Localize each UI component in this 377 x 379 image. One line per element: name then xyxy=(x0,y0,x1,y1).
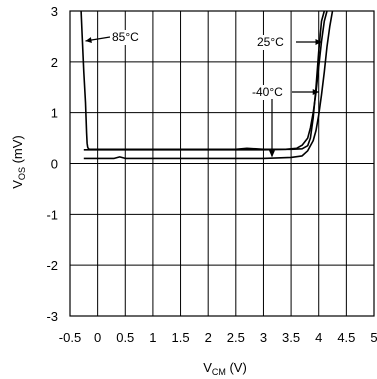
annotation-minus40c-label: -40°C xyxy=(252,85,283,99)
x-tick-label: 5 xyxy=(370,330,377,345)
annotation-minus40c-label-bg xyxy=(250,85,290,100)
y-axis-title: VOS (mV) xyxy=(10,135,27,188)
x-tick-label: -0.5 xyxy=(59,330,81,345)
x-tick-label: 4 xyxy=(315,330,322,345)
annotation-minus40c-down-arrowhead xyxy=(269,150,275,158)
x-tick-label: 2.5 xyxy=(227,330,245,345)
x-tick-label: 1.5 xyxy=(172,330,190,345)
y-tick-label: -1 xyxy=(46,207,58,222)
x-tick-label: 1 xyxy=(149,330,156,345)
y-tick-label: 1 xyxy=(51,106,58,121)
y-tick-label: 2 xyxy=(51,55,58,70)
x-tick-label: 3.5 xyxy=(282,330,300,345)
annotation-85c-label-bg xyxy=(110,30,143,45)
x-tick-label: 0.5 xyxy=(116,330,134,345)
annotation-layer: 85°C 25°C -40°C xyxy=(85,30,322,158)
series-layer xyxy=(80,10,334,160)
x-tick-label: 4.5 xyxy=(337,330,355,345)
annotation-85c-arrowhead xyxy=(85,37,92,43)
tick-label-layer: -0.5 0 0.5 1 1.5 2 2.5 3 3.5 4 4.5 5 -3 -2 -1 0 1 2 3 xyxy=(46,4,377,345)
grid-layer xyxy=(69,10,375,317)
annotation-25c-label: 25°C xyxy=(257,35,284,49)
series-line-minus40c xyxy=(83,10,334,160)
annotation-85c-label: 85°C xyxy=(112,30,139,44)
series-line-25c xyxy=(83,10,328,151)
plot-frame xyxy=(69,10,375,317)
y-tick-label: 3 xyxy=(51,4,58,19)
y-tick-label: 0 xyxy=(51,157,58,172)
x-axis-title: VCM (V) xyxy=(203,360,247,377)
y-tick-label: -2 xyxy=(46,258,58,273)
x-tick-label: 2 xyxy=(205,330,212,345)
x-tick-label: 0 xyxy=(94,330,101,345)
y-tick-label: -3 xyxy=(46,309,58,324)
annotation-minus40c-arrowhead xyxy=(312,89,319,95)
annotation-25c-label-bg xyxy=(255,35,288,50)
annotation-25c-arrowhead xyxy=(315,39,322,45)
x-tick-label: 3 xyxy=(260,330,267,345)
